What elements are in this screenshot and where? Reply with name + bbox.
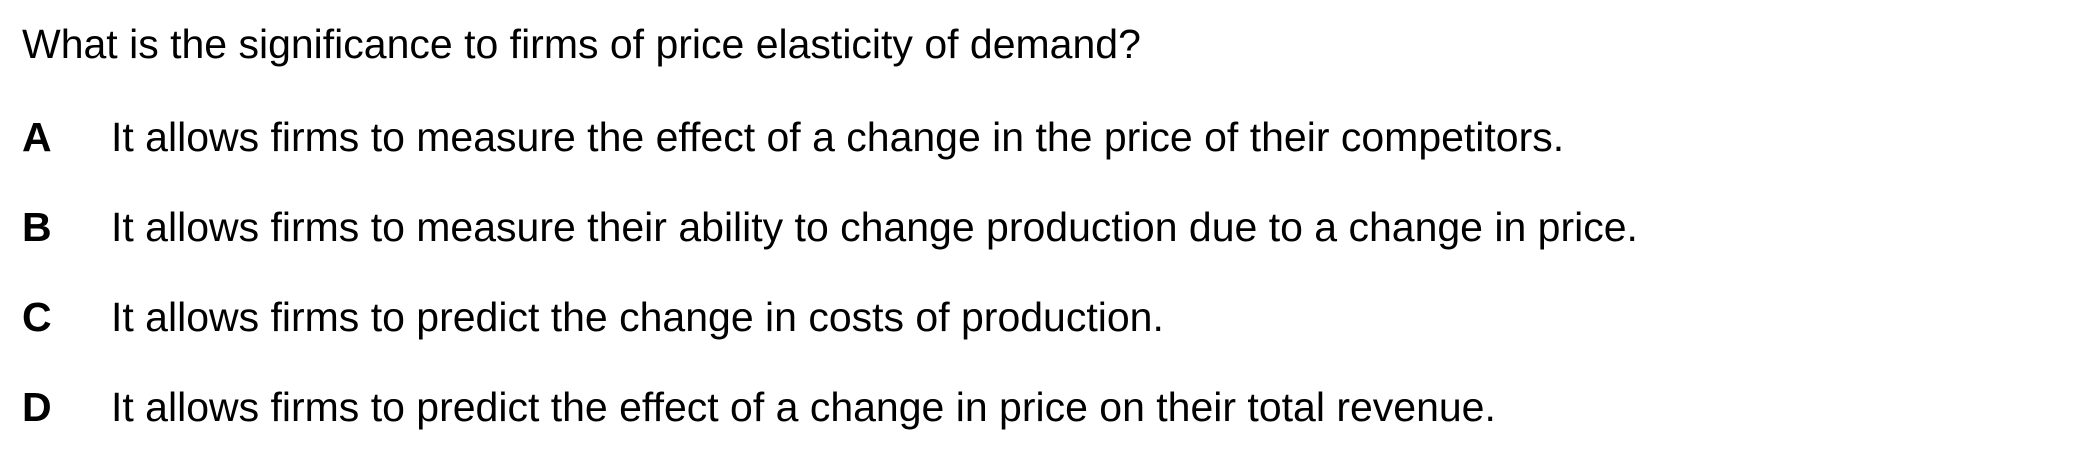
- question-text: What is the significance to firms of pri…: [22, 21, 1141, 67]
- option-text: It allows firms to predict the change in…: [111, 294, 1164, 340]
- option-text: It allows firms to measure their ability…: [111, 204, 1638, 250]
- option-letter: C: [22, 294, 52, 340]
- option-letter: B: [22, 204, 52, 250]
- option-letter: A: [22, 114, 52, 160]
- option-letter: D: [22, 384, 52, 430]
- option-text: It allows firms to predict the effect of…: [111, 384, 1496, 430]
- option-text: It allows firms to measure the effect of…: [111, 114, 1565, 160]
